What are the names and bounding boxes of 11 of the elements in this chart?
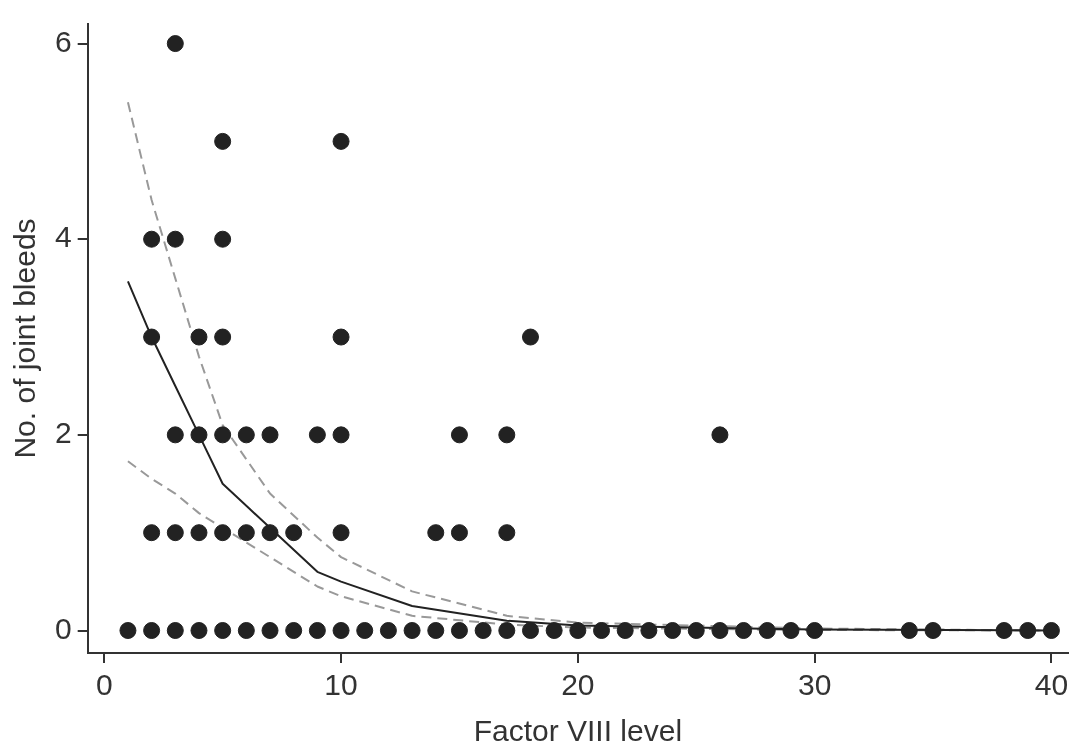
x-tick-label: 10	[324, 668, 358, 702]
x-tick-label: 30	[797, 668, 832, 702]
y-axis-title: No. of joint bleeds	[8, 218, 42, 459]
x-tick-label: 0	[95, 668, 113, 702]
y-tick-label: 0	[55, 611, 72, 645]
x-tick-label: 20	[561, 668, 595, 702]
y-tick-label: 2	[55, 416, 72, 450]
y-tick-label: 4	[55, 220, 72, 254]
y-tick-label: 6	[55, 24, 72, 58]
x-axis-title: Factor VIII level	[473, 714, 683, 748]
x-tick-label: 40	[1034, 668, 1069, 702]
